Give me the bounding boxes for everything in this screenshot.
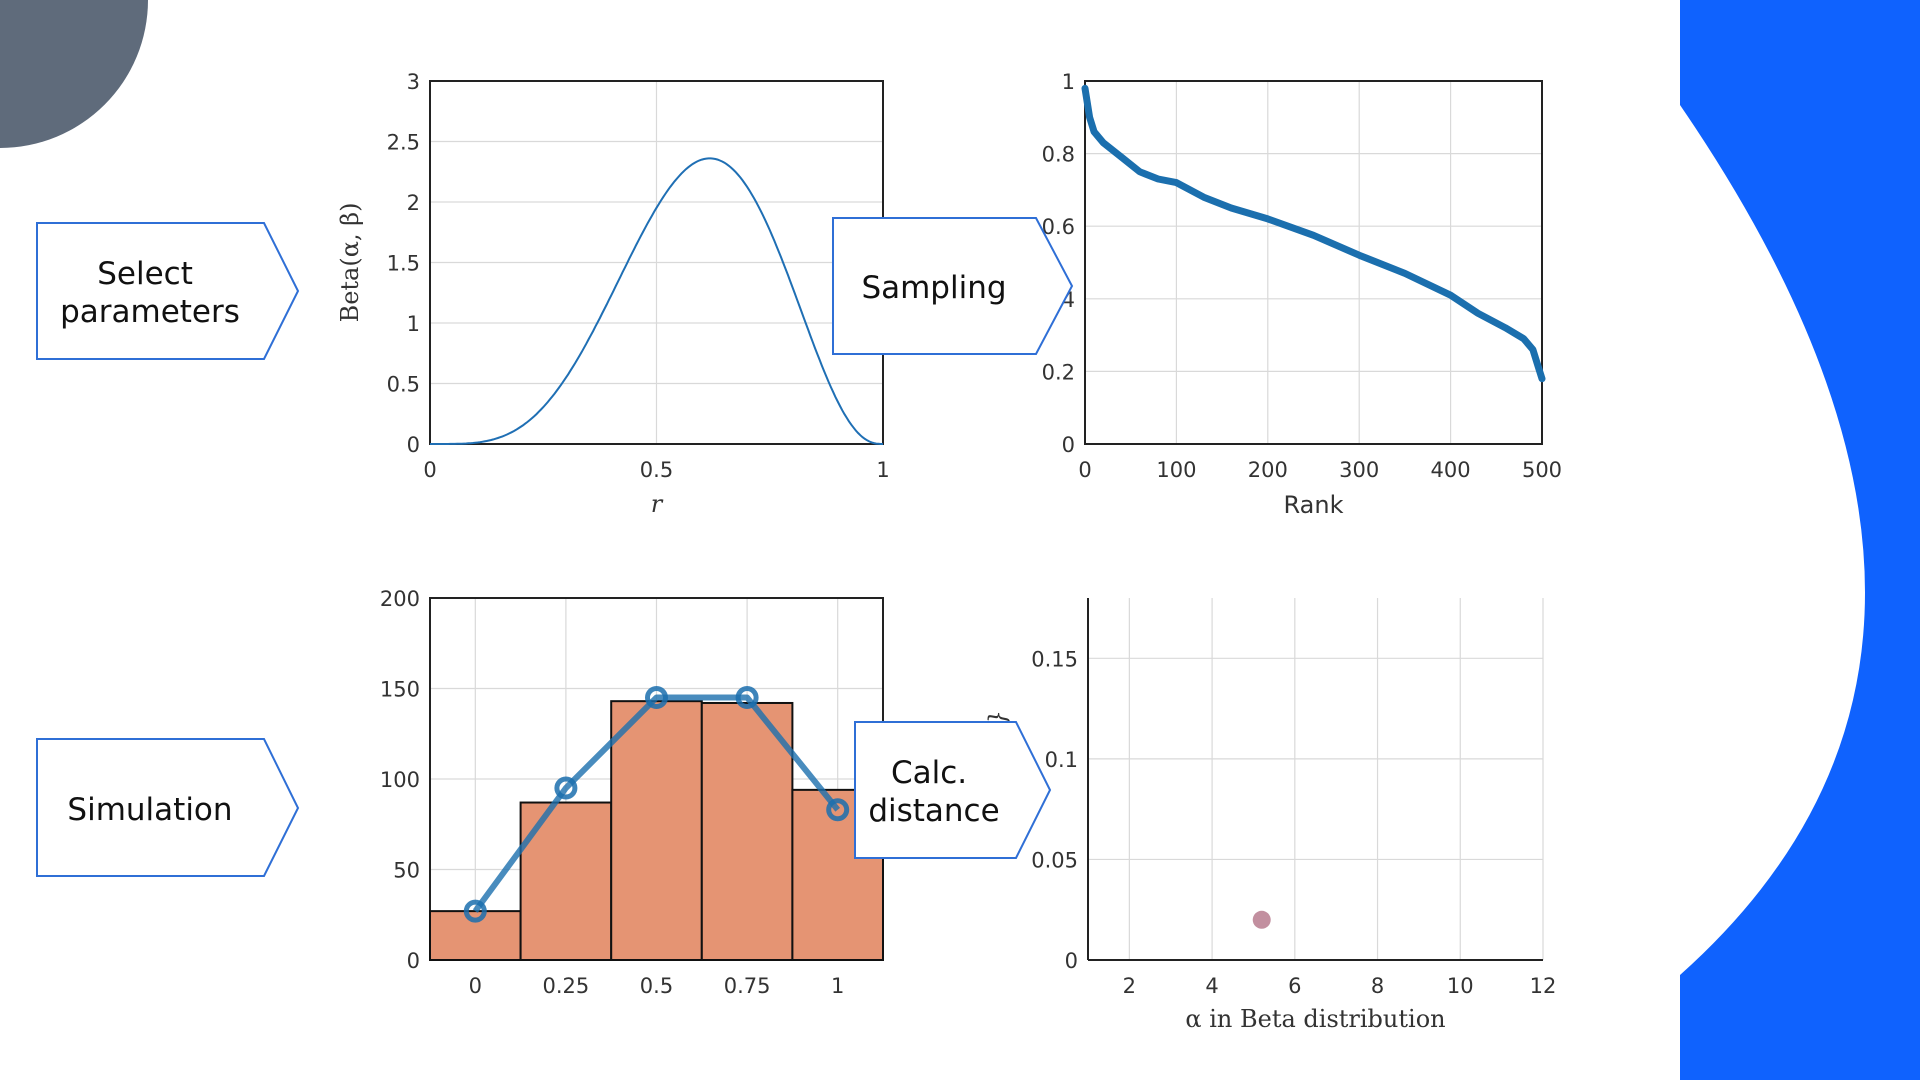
x-tick-label: 0.25	[543, 974, 590, 998]
x-tick-label: 12	[1530, 974, 1557, 998]
rank-series-line	[1081, 84, 1546, 383]
simulation-point	[463, 899, 487, 923]
callout-line: Simulation	[67, 792, 232, 828]
y-tick-label: 3	[407, 70, 420, 94]
y-tick-label: 0	[1065, 949, 1078, 973]
y-tick-label: 2	[407, 191, 420, 215]
x-tick-label: 0.5	[640, 458, 673, 482]
svg-text:Select parameters: Select parameters	[60, 256, 240, 330]
x-tick-label: 0.5	[640, 974, 673, 998]
svg-text:Calc. distance: Calc. distance	[868, 755, 999, 829]
simulation-line	[472, 694, 841, 913]
x-tick-label: 8	[1371, 974, 1384, 998]
x-tick-label: 0	[469, 974, 482, 998]
sampling-callout: Sampling	[832, 217, 1074, 355]
x-tick-label: 2	[1123, 974, 1136, 998]
y-tick-label: 0	[1062, 433, 1075, 457]
y-tick-label: 200	[380, 587, 420, 611]
callout-line: Calc.	[891, 755, 967, 791]
simulation-callout: Simulation	[36, 738, 300, 877]
y-tick-label: 0.15	[1031, 647, 1078, 671]
select-parameters-callout: Select parameters	[36, 222, 300, 360]
slate-circle-decoration	[0, 0, 148, 148]
y-tick-label: 0	[407, 433, 420, 457]
x-axis-label: Rank	[1284, 491, 1344, 519]
x-tick-label: 0	[423, 458, 436, 482]
y-tick-label: 0.2	[1042, 360, 1075, 384]
y-tick-label: 0.5	[387, 373, 420, 397]
beta-pdf-chart: 0 0.5 1 0 0.5 1 1.5 2 2.5 3 r Beta(α, β)	[336, 70, 890, 518]
pdf-curve	[430, 157, 883, 445]
histogram-bar	[610, 700, 703, 961]
y-tick-label: 150	[380, 678, 420, 702]
simulation-point	[554, 776, 578, 800]
distance-point	[1252, 910, 1271, 929]
histogram-bar	[700, 701, 794, 961]
x-axis-label: α in Beta distribution	[1185, 1005, 1445, 1033]
simulation-point	[826, 798, 850, 822]
y-tick-label: 100	[380, 768, 420, 792]
callout-line: Select	[97, 256, 193, 292]
simulation-point	[645, 686, 668, 710]
svg-text:Sampling: Sampling	[861, 270, 1006, 306]
callout-line: distance	[868, 793, 999, 829]
x-tick-label: 1	[876, 458, 889, 482]
plot-frame	[1084, 80, 1543, 445]
callout-line: parameters	[60, 294, 240, 330]
y-tick-label: 1	[1062, 70, 1075, 94]
x-tick-label: 4	[1205, 974, 1218, 998]
x-tick-label: 300	[1339, 458, 1379, 482]
ks-distance-chart: 2 4 6 8 10 12 0 0.05 0.1 0.15 α in Beta distributi…	[984, 598, 1556, 1033]
y-tick-label: 50	[393, 859, 420, 883]
y-tick-label: 0.6	[1042, 215, 1075, 239]
y-tick-label: 2.5	[387, 131, 420, 155]
callout-shape	[36, 222, 300, 360]
callout-shape	[36, 738, 300, 877]
callout-shape	[854, 721, 1052, 859]
y-tick-label: 0.1	[1045, 748, 1078, 772]
x-tick-label: 6	[1288, 974, 1301, 998]
callout-line: Sampling	[861, 270, 1006, 306]
x-tick-label: 0.75	[724, 974, 771, 998]
y-tick-label: 1	[407, 312, 420, 336]
x-tick-label: 0	[1078, 458, 1091, 482]
calc-distance-callout: Calc. distance	[854, 721, 1052, 859]
y-tick-label: 0.8	[1042, 143, 1075, 167]
y-tick-label: 0	[407, 949, 420, 973]
histogram-chart: 0 0.25 0.5 0.75 1 0 50 100 150 200	[380, 587, 885, 998]
y-tick-label: 1.5	[387, 252, 420, 276]
x-tick-label: 400	[1431, 458, 1471, 482]
y-axis-label: Beta(α, β)	[336, 203, 364, 323]
y-tick-label: 0.05	[1031, 848, 1078, 872]
svg-text:Simulation: Simulation	[67, 792, 232, 828]
callout-shape	[832, 217, 1074, 355]
x-tick-label: 1	[831, 974, 844, 998]
x-tick-label: 500	[1522, 458, 1562, 482]
x-tick-label: 10	[1447, 974, 1474, 998]
x-tick-label: 200	[1248, 458, 1288, 482]
simulation-point	[735, 686, 759, 710]
blue-arc-decoration	[1680, 0, 1920, 1080]
x-tick-label: 100	[1156, 458, 1196, 482]
x-axis-label: r	[651, 490, 664, 518]
